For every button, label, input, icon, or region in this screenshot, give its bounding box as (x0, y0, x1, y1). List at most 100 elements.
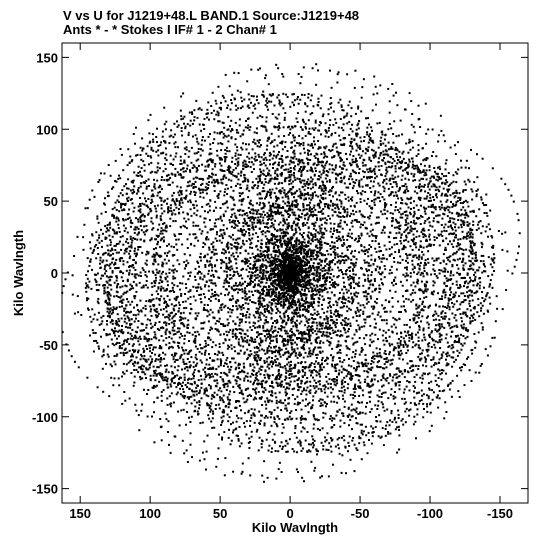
uv-point (187, 319, 190, 322)
uv-point (125, 339, 128, 342)
uv-point (149, 300, 152, 303)
uv-point (226, 107, 229, 109)
uv-point (425, 178, 428, 181)
uv-point (197, 312, 200, 315)
uv-point (322, 444, 325, 447)
uv-point (405, 266, 408, 269)
uv-point (156, 179, 159, 182)
uv-point (452, 203, 455, 206)
uv-point (178, 327, 181, 330)
uv-point (162, 389, 165, 392)
uv-point (133, 250, 136, 252)
uv-point (183, 115, 186, 118)
uv-point (266, 105, 269, 108)
uv-point (145, 326, 148, 329)
uv-point (374, 190, 377, 193)
uv-point (244, 425, 246, 428)
uv-point (180, 332, 182, 335)
uv-point (172, 277, 175, 280)
uv-point (239, 344, 242, 347)
uv-point (135, 126, 137, 129)
uv-point (359, 198, 362, 201)
uv-point (379, 287, 382, 290)
uv-point (338, 397, 340, 400)
uv-point (244, 177, 247, 180)
uv-point (209, 367, 212, 370)
uv-point (447, 297, 450, 300)
uv-point (210, 105, 213, 107)
uv-point (351, 161, 354, 164)
uv-point (218, 351, 221, 354)
uv-point (404, 191, 407, 194)
uv-point (340, 105, 343, 108)
uv-point (264, 250, 266, 252)
uv-point (416, 311, 419, 314)
uv-point (180, 162, 183, 165)
uv-point (152, 253, 155, 256)
uv-point (217, 112, 220, 115)
uv-point (110, 312, 113, 315)
uv-point (176, 358, 179, 361)
uv-point (404, 219, 407, 222)
uv-point (221, 303, 224, 306)
uv-point (398, 150, 401, 153)
uv-point (108, 312, 110, 315)
uv-point (388, 123, 391, 125)
uv-point (351, 219, 354, 222)
uv-point (493, 270, 495, 272)
uv-point (400, 178, 403, 181)
uv-point (134, 238, 136, 240)
uv-point (273, 421, 276, 424)
uv-point (368, 123, 370, 126)
uv-point (238, 383, 241, 386)
uv-point (381, 133, 384, 136)
uv-point (199, 252, 202, 255)
uv-point (99, 259, 102, 262)
uv-point (409, 229, 412, 232)
uv-point (467, 205, 470, 208)
uv-point (208, 279, 211, 282)
uv-point (315, 194, 318, 197)
uv-point (255, 392, 258, 395)
uv-point (312, 423, 315, 426)
uv-point (246, 335, 249, 338)
uv-point (461, 220, 464, 223)
uv-point (427, 315, 429, 318)
uv-point (113, 307, 116, 310)
uv-point (275, 422, 278, 425)
uv-point (192, 340, 195, 343)
uv-point (338, 369, 341, 372)
uv-point (370, 271, 373, 274)
uv-point (254, 379, 256, 382)
uv-point (159, 360, 162, 363)
uv-point (96, 318, 99, 321)
uv-point (205, 280, 208, 283)
uv-point (282, 92, 285, 95)
uv-point (144, 358, 147, 361)
uv-point (208, 417, 211, 420)
uv-point (169, 405, 172, 408)
uv-point (316, 217, 318, 220)
uv-point (391, 379, 394, 382)
uv-point (317, 158, 320, 161)
uv-point (484, 270, 487, 273)
uv-point (333, 227, 335, 230)
uv-point (467, 231, 470, 234)
uv-point (360, 234, 363, 237)
uv-point (127, 217, 129, 220)
uv-point (247, 143, 250, 146)
uv-point (417, 336, 420, 339)
uv-point (285, 376, 288, 379)
uv-point (216, 358, 219, 361)
uv-point (370, 425, 373, 428)
uv-point (132, 133, 135, 135)
uv-point (471, 249, 474, 252)
uv-point (318, 380, 321, 383)
uv-point (351, 147, 354, 150)
chart-title: V vs U for J1219+48.L BAND.1 Source:J121… (63, 8, 359, 23)
uv-point (235, 400, 238, 402)
uv-point (364, 250, 367, 253)
uv-point (120, 153, 123, 156)
uv-point (317, 203, 320, 206)
uv-point (372, 154, 375, 157)
